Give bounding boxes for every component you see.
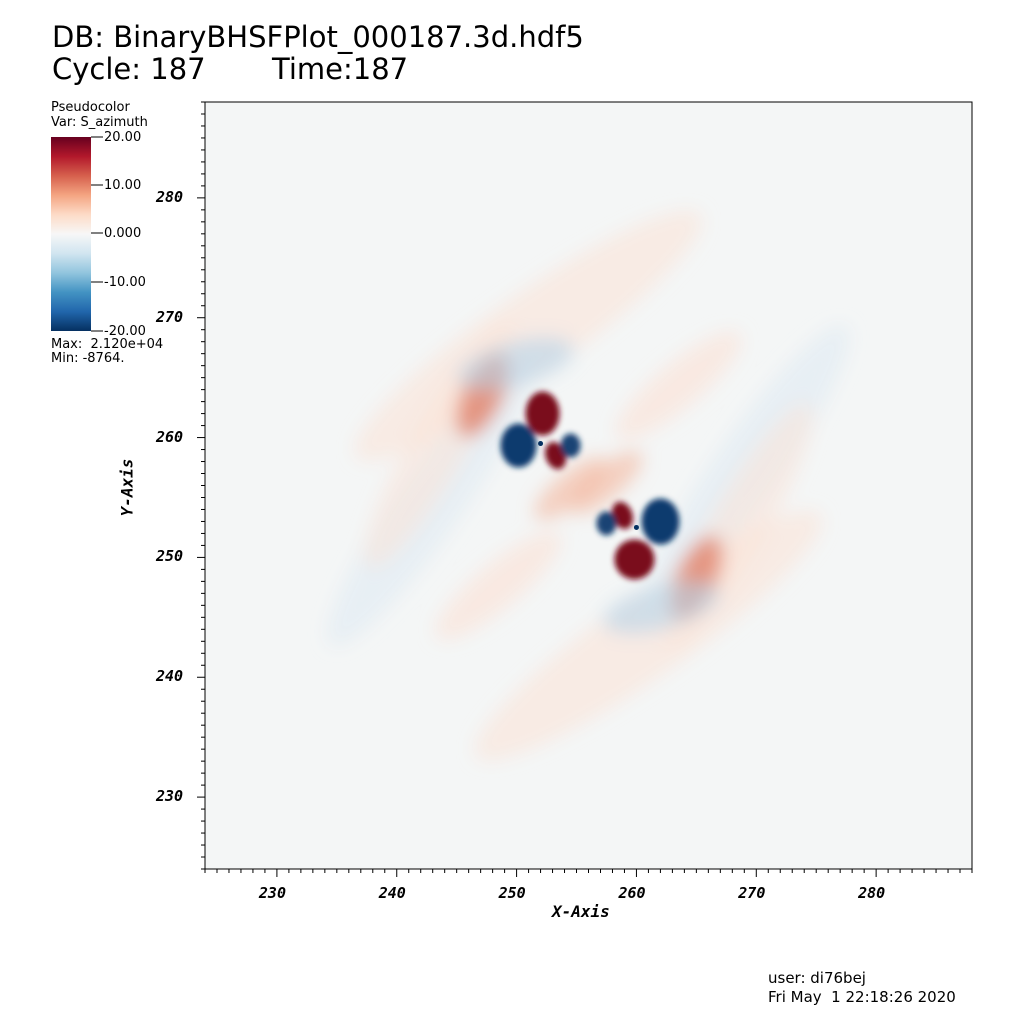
y-tick-label: 250	[156, 547, 184, 566]
field-lobe-blue	[603, 581, 720, 634]
source-core-blue	[641, 498, 680, 545]
source-point	[633, 524, 639, 530]
colorbar-tick-label-10: 10.00	[104, 178, 142, 193]
y-tick-label: 240	[156, 667, 184, 686]
field-lobe-red	[534, 457, 607, 520]
colorbar-tick-label-20: 20.00	[104, 130, 142, 145]
y-axis-title: Y-Axis	[117, 458, 137, 517]
colorbar-tick-label-0: 0.000	[104, 226, 142, 241]
source-core-red	[545, 441, 567, 470]
field-band-red	[615, 331, 742, 440]
source-core-red	[614, 539, 655, 580]
source-core-red	[611, 501, 633, 530]
db-title: DB: BinaryBHSFPlot_000187.3d.hdf5	[52, 20, 584, 54]
legend-variable: Var: S_azimuth	[51, 115, 148, 130]
source-point	[538, 441, 544, 447]
colorbar	[51, 137, 91, 331]
x-tick-label: 280	[858, 884, 886, 902]
field-band-red	[435, 531, 562, 640]
field-lobe-red	[570, 451, 643, 514]
x-tick-label: 230	[258, 884, 286, 902]
legend-max: Max: 2.120e+04	[51, 337, 164, 352]
source-core-blue	[596, 511, 617, 536]
colorbar-tick-label-neg20: -20.00	[104, 324, 146, 339]
y-tick-label: 230	[156, 787, 184, 806]
time-label: Time:187	[272, 52, 409, 86]
legend-min: Min: -8764.	[51, 351, 125, 366]
field-lobe-blue	[457, 337, 574, 390]
y-tick-label: 260	[156, 427, 184, 446]
x-tick-label: 250	[498, 884, 526, 902]
footer-date: Fri May 1 22:18:26 2020	[768, 988, 956, 1006]
x-axis-title: X-Axis	[552, 902, 610, 921]
colorbar-tick-label-neg10: -10.00	[104, 275, 146, 290]
cycle-time-line: Cycle: 187 Time:187	[52, 54, 408, 144]
x-tick-label: 240	[378, 884, 406, 902]
source-core-blue	[560, 433, 581, 458]
cycle-label: Cycle: 187	[52, 52, 206, 86]
footer-user: user: di76bej	[768, 969, 866, 987]
source-core-blue	[500, 423, 537, 468]
y-tick-label: 270	[156, 307, 184, 326]
x-tick-label: 260	[618, 884, 646, 902]
legend-plot-type: Pseudocolor	[51, 100, 130, 115]
y-tick-label: 280	[156, 187, 184, 206]
x-tick-label: 270	[738, 884, 766, 902]
source-core-red	[525, 391, 560, 436]
